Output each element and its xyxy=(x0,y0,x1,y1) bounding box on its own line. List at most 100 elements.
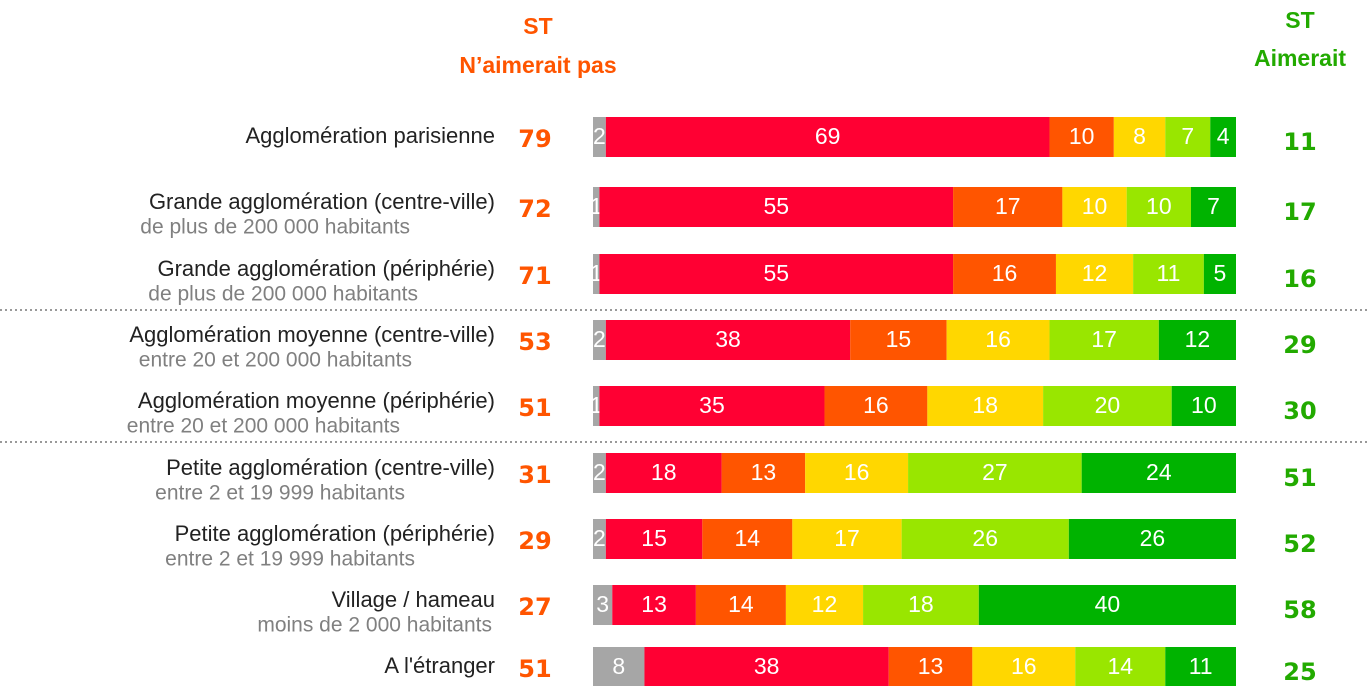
bar-segment xyxy=(599,187,954,227)
segment-label: 16 xyxy=(992,260,1018,286)
segment-label: 18 xyxy=(651,459,677,485)
segment-label: 14 xyxy=(728,591,754,617)
bar-segment xyxy=(593,320,606,360)
bar-segment xyxy=(721,453,806,493)
category-label: Petite agglomération (périphérie) xyxy=(175,521,495,546)
segment-label: 10 xyxy=(1069,123,1095,149)
negative-total: 72 xyxy=(518,195,551,223)
positive-total: 16 xyxy=(1283,265,1316,293)
bar-segment xyxy=(978,585,1236,625)
segment-label: 7 xyxy=(1181,123,1194,149)
category-sublabel: entre 2 et 19 999 habitants xyxy=(155,482,405,505)
bar-segment xyxy=(644,647,889,686)
segment-label: 2 xyxy=(593,123,606,149)
positive-total: 11 xyxy=(1283,128,1316,156)
positive-header: ST xyxy=(1285,7,1314,33)
segment-label: 55 xyxy=(763,260,789,286)
bar-segment xyxy=(1171,386,1236,426)
segment-label: 17 xyxy=(834,525,860,551)
bar-segment xyxy=(593,254,600,294)
segment-label: 12 xyxy=(1082,260,1108,286)
bar-segment xyxy=(908,453,1082,493)
category-label: Village / hameau xyxy=(332,587,496,612)
segment-label: 38 xyxy=(754,653,780,679)
category-sublabel: moins de 2 000 habitants xyxy=(257,614,492,637)
negative-total: 71 xyxy=(518,262,551,290)
segment-label: 35 xyxy=(699,392,725,418)
bar-segment xyxy=(824,386,928,426)
segment-label: 8 xyxy=(612,653,625,679)
segment-label: 26 xyxy=(1140,525,1166,551)
positive-total: 29 xyxy=(1283,331,1316,359)
bar-segment xyxy=(1133,254,1204,294)
segment-label: 55 xyxy=(763,193,789,219)
bar-segment xyxy=(1068,519,1236,559)
segment-label: 14 xyxy=(1107,653,1133,679)
segment-label: 2 xyxy=(593,326,606,352)
bar-segment xyxy=(593,187,600,227)
segment-label: 1 xyxy=(590,193,603,219)
segment-label: 26 xyxy=(972,525,998,551)
segment-label: 38 xyxy=(715,326,741,352)
segment-label: 27 xyxy=(982,459,1008,485)
bar-segment xyxy=(593,453,606,493)
negative-total: 51 xyxy=(518,394,551,422)
negative-header: N’aimerait pas xyxy=(459,52,616,78)
bar-segment xyxy=(1049,117,1114,157)
segment-label: 10 xyxy=(1082,193,1108,219)
bar-segment xyxy=(605,453,722,493)
bar-segment xyxy=(1165,117,1211,157)
segment-label: 18 xyxy=(972,392,998,418)
bar-segment xyxy=(785,585,864,625)
bar-segment xyxy=(593,647,645,686)
segment-label: 7 xyxy=(1207,193,1220,219)
bar-segment xyxy=(805,453,909,493)
bar-segment xyxy=(863,585,979,625)
positive-total: 58 xyxy=(1283,596,1316,624)
segment-label: 1 xyxy=(590,260,603,286)
segment-label: 40 xyxy=(1095,591,1121,617)
segment-label: 13 xyxy=(751,459,777,485)
bar-segment xyxy=(1113,117,1166,157)
category-label: Agglomération moyenne (périphérie) xyxy=(138,388,495,413)
negative-header: ST xyxy=(523,13,552,39)
bar-segment xyxy=(953,187,1063,227)
segment-label: 20 xyxy=(1095,392,1121,418)
bar-segment xyxy=(1081,453,1236,493)
bar-segment xyxy=(1062,187,1127,227)
segment-label: 14 xyxy=(735,525,761,551)
bar-segment xyxy=(599,254,954,294)
segment-label: 10 xyxy=(1191,392,1217,418)
category-sublabel: de plus de 200 000 habitants xyxy=(148,283,418,306)
segment-label: 16 xyxy=(844,459,870,485)
segment-label: 16 xyxy=(985,326,1011,352)
bar-segment xyxy=(1049,320,1159,360)
bar-segment xyxy=(605,117,1050,157)
negative-total: 53 xyxy=(518,328,551,356)
category-sublabel: entre 20 et 200 000 habitants xyxy=(127,415,400,438)
bar-segment xyxy=(702,519,793,559)
segment-label: 3 xyxy=(596,591,609,617)
bar-segment xyxy=(792,519,902,559)
category-label: Agglomération moyenne (centre-ville) xyxy=(129,322,495,347)
segment-label: 5 xyxy=(1214,260,1227,286)
segment-label: 17 xyxy=(995,193,1021,219)
bar-segment xyxy=(593,117,606,157)
bar-segment xyxy=(888,647,973,686)
bar-segment xyxy=(1190,187,1236,227)
category-label: Petite agglomération (centre-ville) xyxy=(166,455,495,480)
segment-label: 10 xyxy=(1146,193,1172,219)
category-sublabel: entre 20 et 200 000 habitants xyxy=(139,349,412,372)
positive-total: 30 xyxy=(1283,397,1316,425)
category-label: Agglomération parisienne xyxy=(246,123,496,148)
bar-segment xyxy=(612,585,696,625)
category-label: Grande agglomération (périphérie) xyxy=(157,256,495,281)
bar-segment xyxy=(593,585,613,625)
segment-label: 1 xyxy=(590,392,603,418)
bar-segment xyxy=(927,386,1044,426)
bar-segment xyxy=(1210,117,1236,157)
bar-segment xyxy=(593,386,600,426)
segment-label: 16 xyxy=(863,392,889,418)
bar-segment xyxy=(1165,647,1236,686)
